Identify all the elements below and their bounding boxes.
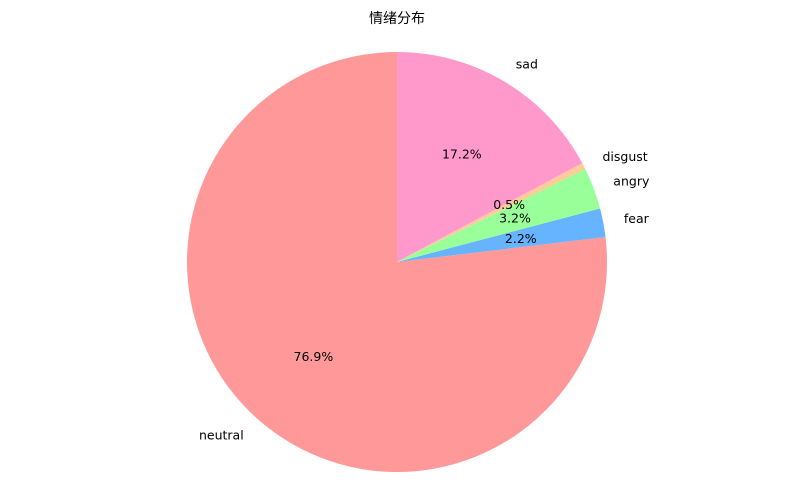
pie-slices (187, 52, 608, 472)
slice-pct-angry: 3.2% (499, 210, 531, 225)
slice-label-neutral: neutral (199, 427, 244, 442)
pie-slice-angry (397, 169, 601, 262)
chart-title: 情绪分布 (369, 11, 425, 27)
slice-label-disgust: disgust (603, 149, 648, 164)
pie-slice-disgust (397, 163, 586, 262)
slice-label-sad: sad (516, 56, 538, 71)
slice-pct-sad: 17.2% (442, 147, 482, 162)
slice-pct-neutral: 76.9% (294, 349, 334, 364)
slice-pct-disgust: 0.5% (493, 197, 525, 212)
slice-label-angry: angry (613, 174, 650, 189)
pie-slice-neutral (187, 52, 608, 472)
slice-pct-fear: 2.2% (505, 231, 537, 246)
pie-slice-sad (397, 52, 583, 262)
pie-slice-fear (397, 208, 606, 262)
pie-labels: neutral 76.9% fear 2.2% angry 3.2% disgust 0.5%… (199, 56, 650, 442)
slice-label-fear: fear (624, 211, 650, 226)
